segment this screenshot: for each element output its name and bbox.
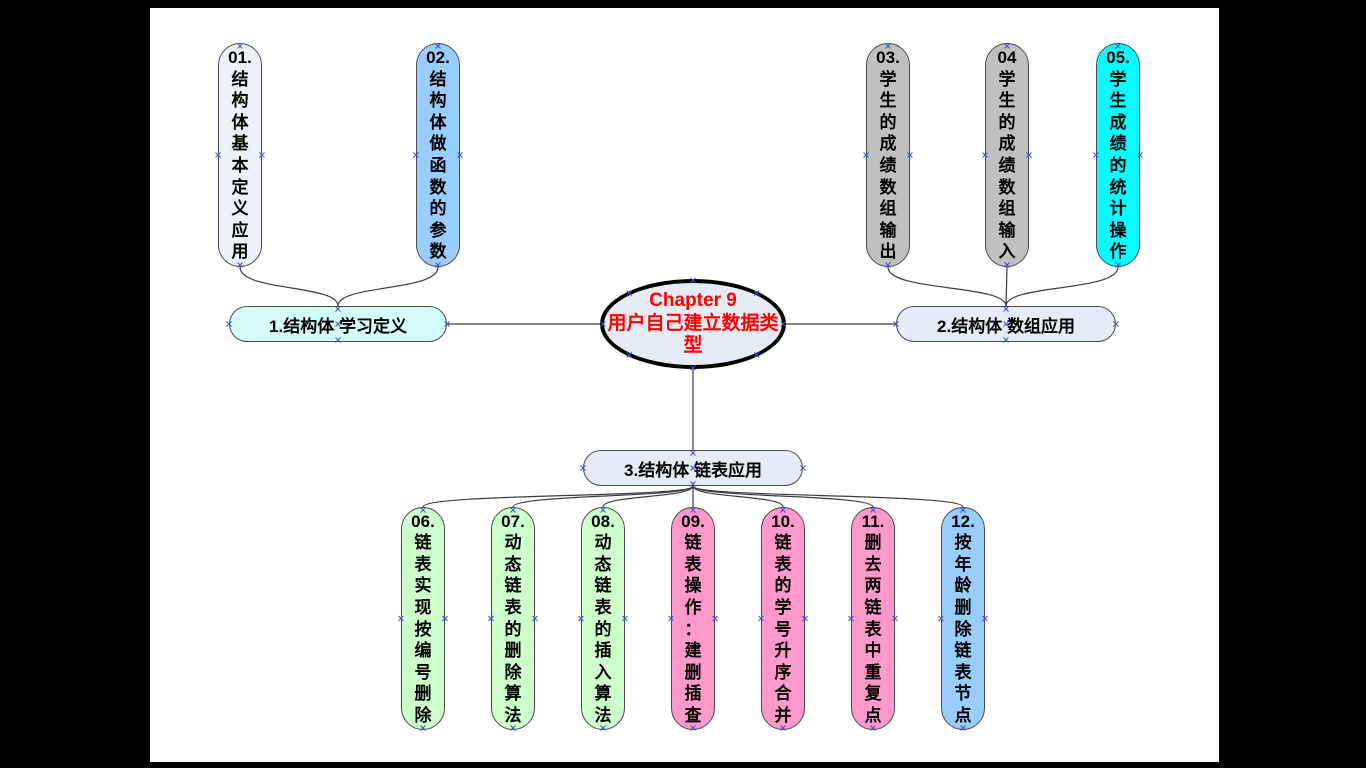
branch-node-label: 1.结构体 学习定义 (269, 316, 407, 336)
leaf-node-10[interactable]: 10. 链表的学号升序合并 (761, 507, 805, 730)
leaf-node-07[interactable]: 07. 动态链表的删除算法 (491, 507, 535, 730)
leaf-node-09[interactable]: 09. 链表操作：建删插查 (671, 507, 715, 730)
leaf-node-11[interactable]: 11. 删去两链表中重复点 (851, 507, 895, 730)
branch-node-label: 3.结构体 链表应用 (624, 460, 762, 480)
leaf-node-label: 05. 学生成绩的统计操作 (1106, 48, 1130, 262)
leaf-node-05[interactable]: 05. 学生成绩的统计操作 (1096, 43, 1140, 267)
branch-node-1[interactable]: 1.结构体 学习定义 (229, 306, 447, 342)
leaf-node-08[interactable]: 08. 动态链表的插入算法 (581, 507, 625, 730)
leaf-node-label: 01. 结构体基本定义应用 (228, 48, 252, 262)
leaf-node-06[interactable]: 06. 链表实现按编号删除 (401, 507, 445, 730)
branch-node-label: 2.结构体 数组应用 (937, 316, 1075, 336)
branch-node-2[interactable]: 2.结构体 数组应用 (896, 306, 1116, 342)
leaf-node-01[interactable]: 01. 结构体基本定义应用 (218, 43, 262, 267)
leaf-node-02[interactable]: 02. 结构体做函数的参数 (416, 43, 460, 267)
leaf-node-label: 04 学生的成绩数组输入 (997, 48, 1017, 262)
leaf-node-label: 02. 结构体做函数的参数 (426, 48, 450, 262)
center-node-title: Chapter 9 (649, 290, 737, 312)
leaf-node-12[interactable]: 12. 按年龄删除链表节点 (941, 507, 985, 730)
leaf-node-label: 12. 按年龄删除链表节点 (951, 511, 975, 725)
leaf-node-label: 08. 动态链表的插入算法 (591, 511, 615, 725)
leaf-node-03[interactable]: 03. 学生的成绩数组输出 (866, 43, 910, 267)
leaf-node-label: 03. 学生的成绩数组输出 (876, 48, 900, 262)
leaf-node-label: 10. 链表的学号升序合并 (771, 511, 795, 725)
branch-node-3[interactable]: 3.结构体 链表应用 (583, 450, 803, 486)
leaf-node-label: 07. 动态链表的删除算法 (501, 511, 525, 725)
leaf-node-label: 11. 删去两链表中重复点 (861, 511, 885, 725)
leaf-node-label: 09. 链表操作：建删插查 (681, 511, 705, 725)
center-node-subtitle: 用户自己建立数据类型 (607, 312, 779, 357)
center-node[interactable]: Chapter 9 用户自己建立数据类型 (600, 279, 786, 369)
leaf-node-04[interactable]: 04 学生的成绩数组输入 (985, 43, 1029, 267)
leaf-node-label: 06. 链表实现按编号删除 (411, 511, 435, 725)
